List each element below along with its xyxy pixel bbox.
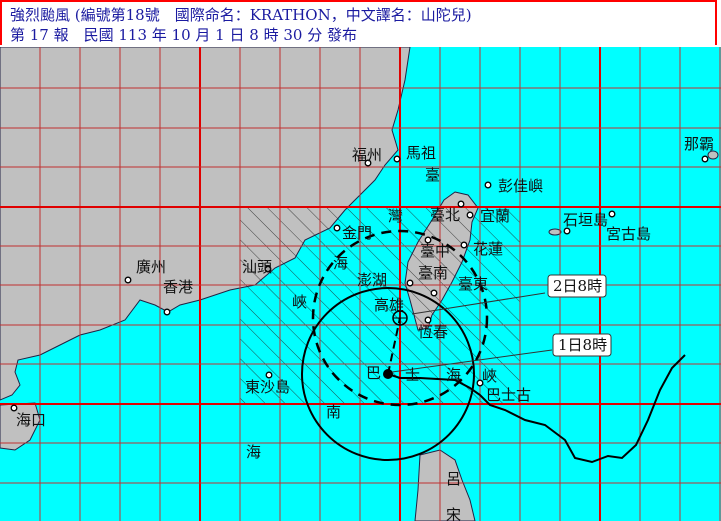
- place-label: 福州: [352, 146, 382, 164]
- forecast-probability-circle: [311, 229, 489, 407]
- city-marker: [424, 236, 432, 244]
- place-label: 海: [246, 443, 261, 461]
- land-china: [0, 47, 411, 401]
- land-okinawa: [707, 150, 719, 160]
- city-marker: [476, 379, 484, 387]
- place-label: 臺南: [418, 264, 448, 282]
- city-marker: [460, 241, 468, 249]
- place-label: 石垣島: [563, 211, 608, 229]
- forecast-callout-line: [411, 292, 546, 315]
- current-time-label: 1日8時: [558, 336, 607, 354]
- place-label: 金門: [342, 224, 372, 242]
- city-marker: [163, 308, 171, 316]
- place-label: 南: [326, 403, 341, 421]
- city-marker: [701, 155, 709, 163]
- city-marker: [457, 200, 465, 208]
- past-track-line: [387, 354, 686, 464]
- city-marker: [10, 404, 18, 412]
- city-marker: [264, 265, 272, 273]
- city-marker: [124, 276, 132, 284]
- place-label: 臺北: [430, 206, 460, 224]
- city-marker: [608, 210, 616, 218]
- current-callout-line: [391, 349, 553, 373]
- place-label: 臺中: [420, 242, 450, 260]
- place-label: 彭佳嶼: [498, 177, 543, 195]
- place-label: 馬祖: [406, 144, 436, 162]
- header-title: 強烈颱風 (編號第18號 國際命名：KRATHON，中文譯名：山陀兒): [10, 6, 472, 24]
- city-marker: [393, 155, 401, 163]
- place-label: 花蓮: [473, 240, 503, 258]
- forecast-track-line: [387, 317, 401, 375]
- place-label: 高雄: [374, 296, 404, 314]
- forecast-position-marker: [392, 310, 408, 326]
- place-label: 宋: [446, 506, 461, 521]
- place-label: 海: [446, 366, 461, 384]
- city-marker: [424, 316, 432, 324]
- place-label: 呂: [446, 470, 461, 488]
- place-label: 巴士古: [486, 386, 531, 404]
- place-label: 海: [333, 254, 348, 272]
- city-marker: [563, 227, 571, 235]
- current-wind-radius-circle: [301, 287, 475, 461]
- city-marker: [484, 181, 492, 189]
- place-label: 東沙島: [245, 378, 290, 396]
- place-label: 廣州: [136, 258, 166, 276]
- current-position-marker: [383, 369, 393, 379]
- place-label: 巴: [366, 364, 381, 382]
- place-label: 峽: [292, 293, 307, 311]
- city-marker: [466, 211, 474, 219]
- place-label: 澎湖: [357, 271, 387, 289]
- place-label: 峽: [482, 367, 497, 385]
- current-time-box: [552, 333, 612, 357]
- city-marker: [406, 279, 414, 287]
- place-label: 臺東: [458, 275, 488, 293]
- city-marker: [333, 224, 341, 232]
- city-marker: [430, 289, 438, 297]
- lat-lon-grid: [0, 47, 721, 521]
- place-label: 宮古島: [606, 225, 651, 243]
- place-label: 汕頭: [242, 258, 272, 276]
- place-label: 臺: [425, 166, 440, 184]
- land-ishigaki: [548, 228, 562, 236]
- warning-header: 強烈颱風 (編號第18號 國際命名：KRATHON，中文譯名：山陀兒) 第 17…: [0, 0, 717, 45]
- city-marker: [265, 371, 273, 379]
- place-label: 海口: [16, 411, 46, 429]
- place-label: 那霸: [684, 135, 714, 153]
- city-markers: [10, 155, 709, 412]
- place-label: 香港: [163, 278, 193, 296]
- place-label: 宜蘭: [480, 207, 510, 225]
- header-issue-time: 第 17 報 民國 113 年 10 月 1 日 8 時 30 分 發布: [10, 26, 357, 44]
- place-label: 灣: [388, 207, 403, 225]
- forecast-time-box: [547, 274, 607, 298]
- forecast-time-label: 2日8時: [553, 277, 602, 295]
- place-label: 恆春: [418, 323, 448, 341]
- place-label: 士: [405, 366, 420, 384]
- land-luzon: [414, 449, 476, 521]
- city-marker: [364, 159, 372, 167]
